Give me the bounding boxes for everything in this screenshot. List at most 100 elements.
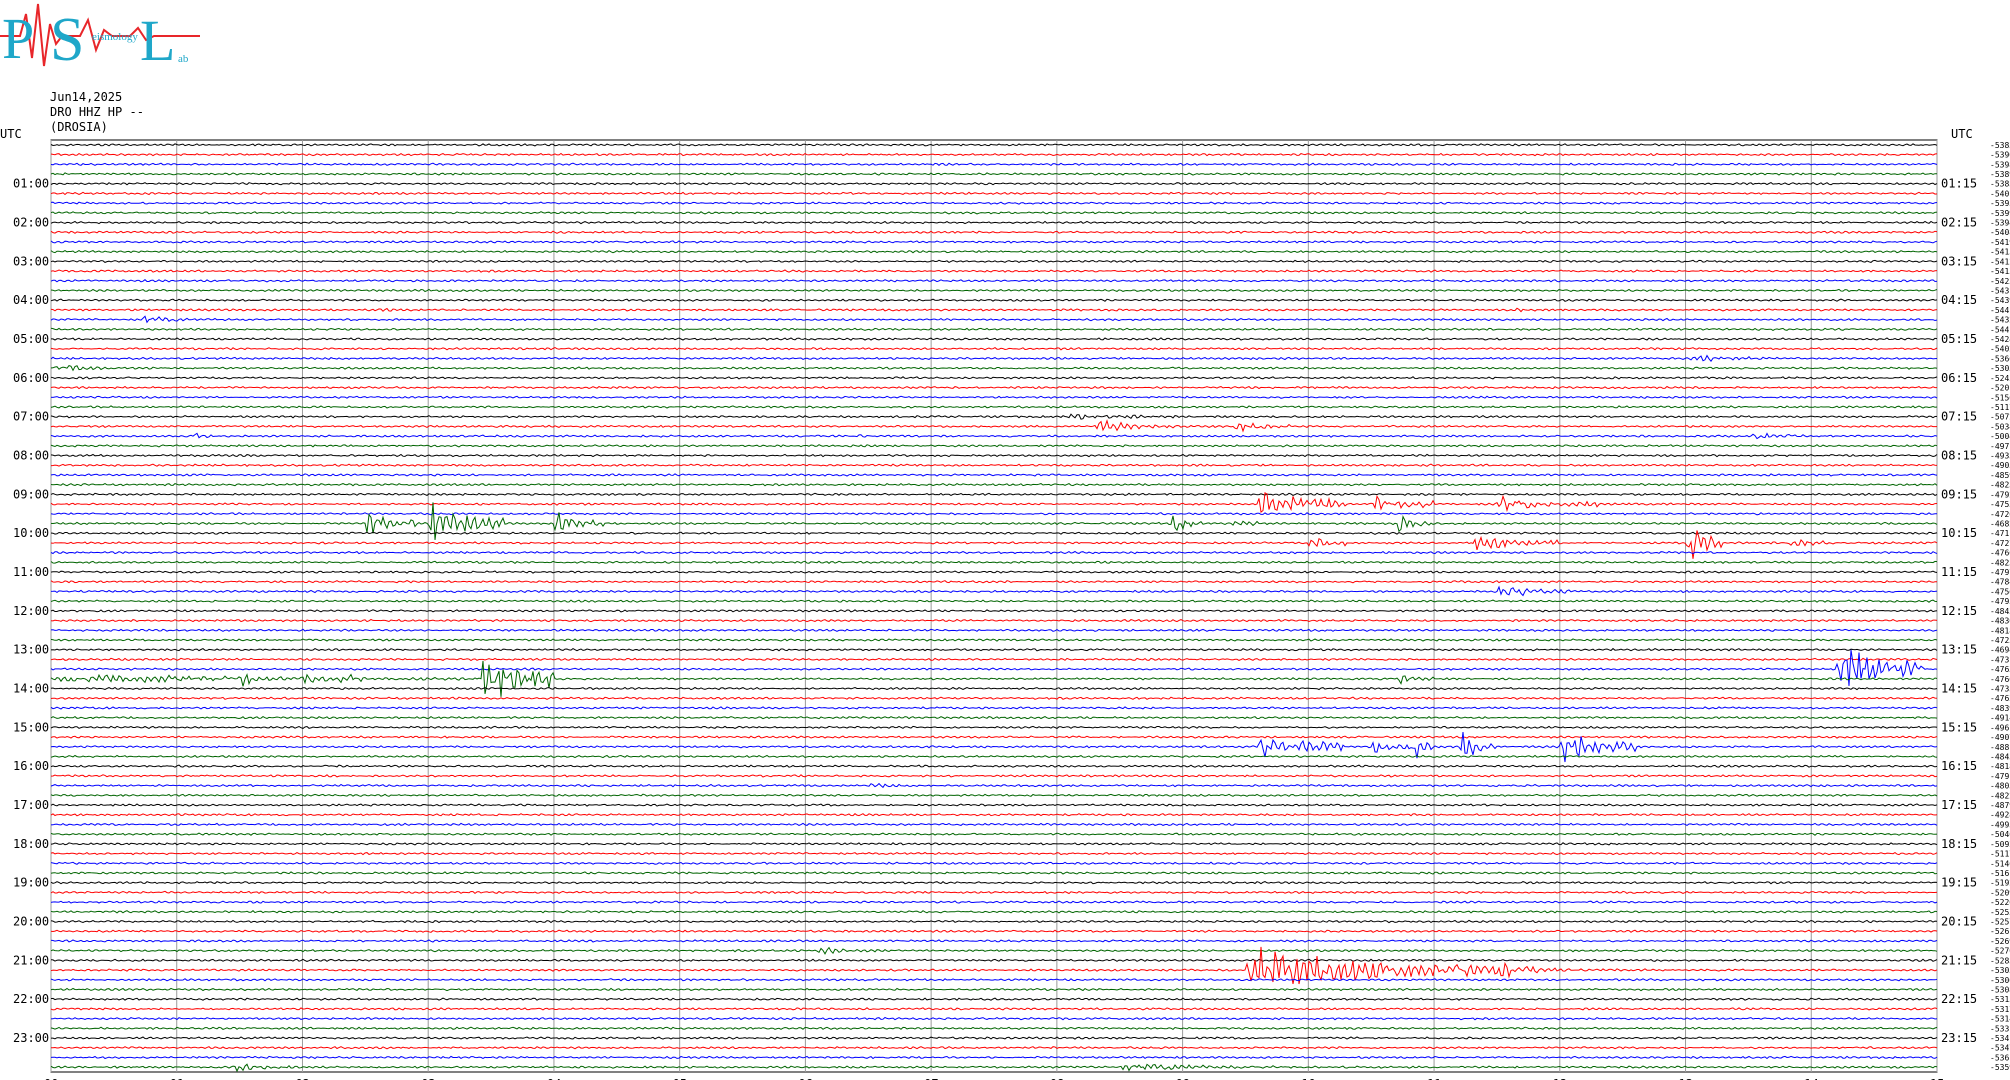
trace-line <box>50 803 1938 807</box>
trace-line <box>50 162 1938 167</box>
trace-line <box>50 259 1938 264</box>
trace-line <box>50 530 1938 559</box>
trace-offset-label: -5261 <box>1990 927 2010 936</box>
trace-line <box>50 774 1938 778</box>
trace-offset-label: -5285 <box>1990 956 2010 965</box>
trace-offset-label: -5419 <box>1990 238 2010 247</box>
trace-line <box>50 502 1938 540</box>
hour-label-left: 02:00 <box>13 216 49 230</box>
trace-line <box>50 473 1938 477</box>
hour-label-left: 20:00 <box>13 915 49 929</box>
trace-offset-label: -5315 <box>1990 995 2010 1004</box>
trace-line <box>50 307 1938 313</box>
trace-offset-label: -4881 <box>1990 743 2010 752</box>
trace-offset-label: -5401 <box>1990 189 2010 198</box>
hour-label-right: 08:15 <box>1941 449 1977 463</box>
logo-letter-l: L <box>140 8 175 70</box>
trace-offset-label: -5117 <box>1990 403 2010 412</box>
trace-line <box>50 143 1938 147</box>
hour-label-left: 16:00 <box>13 759 49 773</box>
trace-line <box>50 191 1938 196</box>
trace-offset-label: -4795 <box>1990 597 2010 606</box>
hour-label-left: 19:00 <box>13 876 49 890</box>
trace-offset-label: -4682 <box>1990 519 2010 528</box>
hour-label-right: 01:15 <box>1941 177 1977 191</box>
left-axis-title: UTC <box>0 127 22 141</box>
trace-offset-label: -5117 <box>1990 850 2010 859</box>
trace-offset-label: -5245 <box>1990 374 2010 383</box>
trace-line <box>50 638 1938 642</box>
plot-header: Jun14,2025 DRO HHZ HP -- (DROSIA) <box>50 90 144 135</box>
trace-offset-label: -4933 <box>1990 452 2010 461</box>
logo-letter-p: P <box>2 6 34 70</box>
trace-line <box>50 628 1938 633</box>
trace-offset-label: -5402 <box>1990 345 2010 354</box>
trace-offset-label: -4763 <box>1990 665 2010 674</box>
trace-line <box>50 599 1938 603</box>
trace-line <box>50 1016 1938 1021</box>
trace-offset-label: -4995 <box>1990 820 2010 829</box>
trace-offset-label: -5347 <box>1990 1044 2010 1053</box>
hour-label-right: 04:15 <box>1941 293 1977 307</box>
trace-line <box>50 900 1938 904</box>
hour-label-left: 07:00 <box>13 410 49 424</box>
trace-offset-label: -4791 <box>1990 772 2010 781</box>
psl-logo: P S L eismology ab <box>0 3 200 70</box>
trace-offset-label: -4961 <box>1990 723 2010 732</box>
hour-label-right: 13:15 <box>1941 643 1977 657</box>
trace-offset-label: -5253 <box>1990 908 2010 917</box>
trace-line <box>50 609 1938 613</box>
trace-line <box>50 491 1938 514</box>
hour-label-right: 17:15 <box>1941 798 1977 812</box>
hour-label-left: 18:00 <box>13 837 49 851</box>
trace-line <box>50 230 1938 234</box>
plot-date: Jun14,2025 <box>50 90 123 104</box>
trace-offset-label: -4694 <box>1990 646 2010 655</box>
trace-offset-label: -4822 <box>1990 791 2010 800</box>
trace-offset-label: -4803 <box>1990 782 2010 791</box>
hour-label-left: 09:00 <box>13 487 49 501</box>
trace-line <box>50 182 1938 186</box>
trace-offset-label: -5431 <box>1990 286 2010 295</box>
trace-offset-label: -4766 <box>1990 675 2010 684</box>
trace-line <box>50 939 1938 943</box>
trace-offset-label: -5390 <box>1990 151 2010 160</box>
trace-offset-label: -4823 <box>1990 558 2010 567</box>
trace-line <box>50 240 1938 244</box>
trace-offset-label: -4843 <box>1990 752 2010 761</box>
trace-offset-label: -5257 <box>1990 918 2010 927</box>
trace-offset-label: -4725 <box>1990 636 2010 645</box>
hour-label-right: 09:15 <box>1941 487 1977 501</box>
trace-line <box>50 910 1938 914</box>
trace-offset-label: -4711 <box>1990 529 2010 538</box>
trace-line <box>50 842 1938 846</box>
trace-offset-label: -4735 <box>1990 685 2010 694</box>
hour-label-left: 22:00 <box>13 992 49 1006</box>
trace-line <box>50 813 1938 817</box>
hour-label-right: 18:15 <box>1941 837 1977 851</box>
trace-line <box>50 279 1938 283</box>
trace-line <box>50 172 1937 176</box>
trace-offset-label: -5209 <box>1990 888 2010 897</box>
trace-line <box>50 647 1938 652</box>
x-tick-label: 15 <box>1930 1077 1944 1080</box>
hour-label-left: 15:00 <box>13 720 49 734</box>
hour-label-right: 16:15 <box>1941 759 1977 773</box>
hour-label-left: 23:00 <box>13 1031 49 1045</box>
trace-offset-label: -5441 <box>1990 306 2010 315</box>
right-axis-title: UTC <box>1951 127 1973 141</box>
trace-line <box>50 512 1938 516</box>
trace-line <box>50 376 1938 380</box>
trace-line <box>50 288 1938 293</box>
trace-line <box>50 649 1938 686</box>
hour-label-left: 11:00 <box>13 565 49 579</box>
trace-offset-label: -4914 <box>1990 714 2010 723</box>
hour-label-right: 10:15 <box>1941 526 1977 540</box>
trace-offset-label: -4755 <box>1990 500 2010 509</box>
trace-line <box>50 832 1938 836</box>
trace-line <box>50 997 1938 1001</box>
trace-line <box>50 432 1938 440</box>
hour-label-right: 03:15 <box>1941 254 1977 268</box>
trace-offset-label: -4905 <box>1990 461 2010 470</box>
trace-offset-label: -5156 <box>1990 393 2010 402</box>
